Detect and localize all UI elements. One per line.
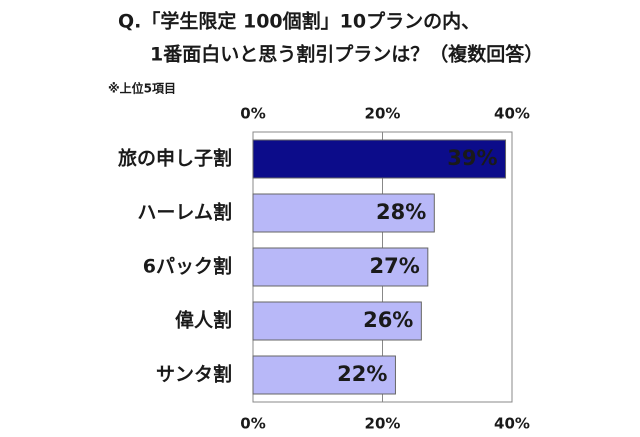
bar	[252, 355, 396, 395]
category-label: ハーレム割	[137, 201, 232, 224]
bar	[252, 139, 507, 179]
x-tick-label: 0%	[240, 415, 265, 433]
value-label: 26%	[363, 308, 413, 332]
category-label: サンタ割	[156, 363, 232, 386]
value-label: 22%	[337, 362, 387, 386]
category-label: 6パック割	[143, 255, 232, 278]
x-tick-label: 40%	[494, 105, 530, 123]
x-tick-label: 20%	[365, 105, 401, 123]
value-label: 28%	[376, 200, 426, 224]
value-label: 27%	[370, 254, 420, 278]
category-label: 偉人割	[175, 309, 232, 332]
chart-subtitle: ※上位5項目	[108, 81, 176, 96]
category-label: 旅の申し子割	[118, 147, 232, 170]
bar	[252, 247, 429, 287]
x-tick-label: 0%	[240, 105, 265, 123]
bar	[252, 301, 422, 341]
chart-title: 1番面白いと思う割引プランは？（複数回答）	[150, 43, 543, 66]
value-label: 39%	[447, 146, 497, 170]
x-tick-label: 40%	[494, 415, 530, 433]
x-tick-label: 20%	[365, 415, 401, 433]
chart-title: Q.「学生限定 100個割」10プランの内、	[118, 10, 480, 33]
bar	[252, 193, 435, 233]
